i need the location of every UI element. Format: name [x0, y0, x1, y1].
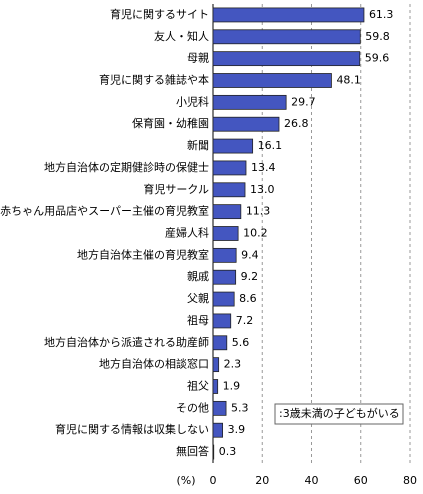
y-tick-label: 小児科 [176, 94, 209, 108]
data-label: 0.3 [219, 445, 237, 458]
bar [212, 444, 215, 460]
x-tick-label: 80 [403, 474, 417, 487]
y-tick-label: 赤ちゃん用品店やスーパー主催の育児教室 [0, 204, 209, 218]
data-label: 59.8 [365, 30, 390, 43]
y-tick-label: 地方自治体主催の育児教室 [77, 247, 209, 261]
x-tick-label: 0 [210, 474, 217, 487]
y-tick-label: 産婦人科 [165, 226, 209, 240]
data-label: 8.6 [239, 292, 256, 305]
data-label: 9.4 [241, 248, 259, 261]
bar [212, 51, 361, 67]
bar [212, 116, 280, 132]
data-label: 10.2 [243, 227, 268, 240]
data-label: 29.7 [291, 95, 316, 108]
y-tick-label: 母親 [187, 52, 209, 65]
y-tick-label: 地方自治体の定期健診時の保健士 [44, 160, 209, 174]
y-tick-label: 親戚 [187, 270, 209, 283]
x-axis-label: (%) [176, 474, 195, 487]
bar [212, 422, 224, 438]
data-label: 3.9 [228, 423, 246, 436]
bar [212, 379, 219, 394]
bar [212, 7, 365, 23]
data-label: 11.3 [246, 205, 270, 218]
bar [212, 94, 287, 110]
data-label: 26.8 [284, 117, 309, 130]
x-tick-label: 40 [305, 474, 319, 487]
y-tick-label: その他 [176, 401, 209, 414]
bar [212, 313, 232, 329]
y-tick-label: 地方自治体から派遣される助産師 [44, 335, 209, 349]
y-tick-label: 新聞 [187, 138, 209, 152]
y-tick-label: 育児サークル [143, 182, 209, 196]
y-tick-label: 父親 [187, 292, 209, 305]
y-tick-label: 育児に関する雑誌や本 [99, 73, 209, 87]
data-label: 59.6 [365, 52, 390, 65]
bar [212, 357, 220, 373]
x-tick-label: 20 [255, 474, 269, 487]
bar [212, 400, 227, 416]
data-label: 48.1 [336, 74, 361, 87]
y-tick-label: 祖母 [187, 313, 209, 327]
data-label: 16.1 [258, 139, 283, 152]
bar [212, 291, 235, 307]
legend-box [274, 403, 404, 425]
data-label: 2.3 [224, 358, 242, 371]
data-label: 13.0 [250, 183, 275, 196]
bar [212, 226, 239, 241]
bar [212, 182, 246, 198]
y-tick-label: 友人・知人 [154, 29, 209, 43]
x-tick-label: 60 [354, 474, 368, 487]
bar [212, 29, 361, 45]
bar [212, 269, 237, 285]
bar [212, 160, 247, 176]
y-tick-label: 育児に関するサイト [110, 7, 209, 21]
y-tick-label: 保育園・幼稚園 [132, 116, 209, 130]
bar [212, 73, 332, 88]
bar [212, 138, 254, 154]
data-label: 5.6 [232, 336, 250, 349]
data-label: 9.2 [241, 270, 259, 283]
legend-label: :3歳未満の子どもがいる [279, 406, 400, 420]
y-tick-label: 育児に関する情報は収集しない [55, 422, 209, 436]
data-label: 13.4 [251, 161, 276, 174]
bar [212, 335, 228, 351]
data-label: 1.9 [223, 380, 241, 393]
bar [212, 204, 242, 220]
data-label: 61.3 [369, 8, 394, 21]
data-label: 5.3 [231, 401, 249, 414]
y-tick-label: 無回答 [176, 444, 209, 458]
y-tick-label: 祖父 [187, 379, 209, 393]
y-tick-label: 地方自治体の相談窓口 [99, 357, 209, 371]
data-label: 7.2 [236, 314, 254, 327]
bar [212, 247, 237, 263]
